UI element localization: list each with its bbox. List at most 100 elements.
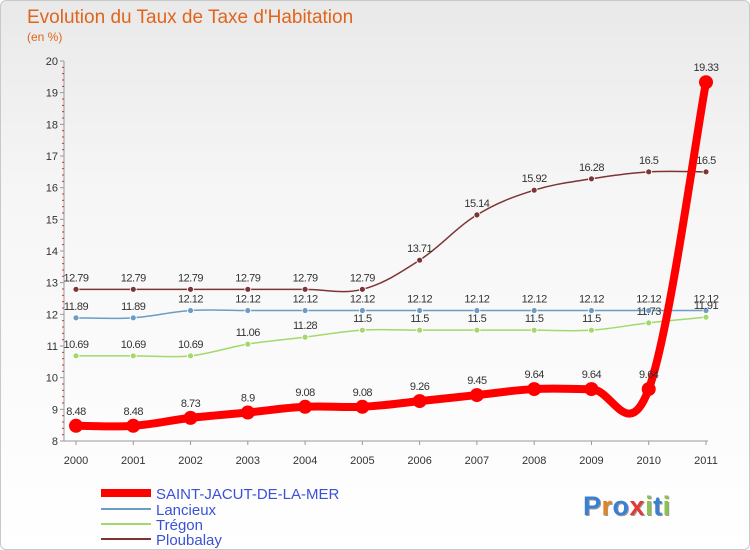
data-point (530, 307, 538, 314)
series-lancieux: 11.89 11.89 12.12 12.12 12.12 12.12 12.12 12.12… (64, 294, 719, 322)
data-label: 11.28 (293, 320, 318, 332)
data-point (187, 352, 194, 360)
data-label: 12.79 (350, 272, 375, 284)
x-tick-label: 2009 (579, 455, 603, 467)
x-tick-label: 2007 (465, 455, 489, 467)
data-point (301, 285, 309, 293)
data-point (129, 314, 137, 322)
legend-item: Trégon (101, 517, 203, 534)
data-label: 9.64 (524, 369, 544, 381)
data-label: 12.79 (63, 272, 88, 284)
data-label: 11.5 (525, 313, 544, 325)
legend-label: Trégon (156, 517, 203, 534)
data-label: 10.69 (63, 339, 88, 351)
data-point (645, 319, 653, 327)
data-label: 12.12 (522, 294, 547, 306)
y-tick-label: 11 (47, 341, 58, 353)
data-point (187, 307, 194, 314)
data-point (702, 168, 710, 176)
legend-item: SAINT-JACUT-DE-LA-MER (101, 486, 340, 503)
y-tick-label: 14 (46, 246, 58, 258)
data-label: 10.69 (178, 339, 203, 351)
data-label: 11.91 (694, 300, 719, 312)
data-label: 13.71 (407, 243, 432, 255)
data-label: 19.33 (693, 62, 718, 74)
x-tick-label: 2011 (694, 455, 718, 467)
data-label: 15.92 (522, 173, 547, 185)
series-line (75, 170, 707, 293)
data-label: 11.73 (637, 306, 662, 318)
logo-letter: i (645, 491, 654, 521)
y-tick-label: 12 (46, 309, 58, 321)
legend: SAINT-JACUT-DE-LA-MERLancieuxTrégonPloub… (101, 486, 340, 549)
data-point (298, 399, 313, 414)
data-point (416, 326, 424, 334)
data-label: 8.48 (124, 406, 144, 418)
series-saint-jacut-de-la-mer: 8.48 8.48 8.73 8.9 9.08 9.08 9.26 9.45 9.64 9.64 9… (66, 62, 719, 433)
legend-item: Lancieux (101, 502, 217, 519)
series-line (75, 309, 707, 320)
data-point (72, 314, 80, 322)
data-label: 8.48 (66, 406, 86, 418)
data-label: 9.64 (582, 369, 602, 381)
data-label: 11.5 (582, 313, 601, 325)
legend-item: Ploubalay (101, 532, 222, 549)
data-point (69, 418, 83, 433)
x-tick-label: 2008 (522, 455, 546, 467)
x-tick-label: 2010 (636, 455, 660, 467)
data-point (358, 307, 366, 314)
chart-subtitle: (en %) (27, 30, 63, 44)
data-point (588, 175, 595, 183)
data-point (72, 285, 80, 293)
data-label: 12.79 (121, 272, 146, 284)
data-point (240, 405, 255, 420)
data-label: 12.12 (407, 294, 432, 306)
y-tick-label: 9 (52, 404, 58, 416)
data-label: 9.26 (410, 381, 430, 393)
legend-label: SAINT-JACUT-DE-LA-MER (156, 486, 340, 503)
data-label: 11.89 (64, 301, 89, 313)
y-tick-label: 16 (46, 183, 58, 195)
x-tick-label: 2006 (407, 455, 431, 467)
data-point (244, 307, 252, 314)
data-point (473, 211, 481, 219)
chart-title: Evolution du Taux de Taxe d'Habitation (27, 7, 354, 28)
data-label: 12.12 (464, 294, 489, 306)
data-point (469, 388, 484, 403)
x-tick-label: 2000 (64, 455, 88, 467)
data-point (530, 326, 538, 334)
y-tick-label: 8 (52, 436, 58, 448)
data-label: 16.28 (579, 162, 604, 174)
data-point (129, 285, 137, 293)
data-point (355, 399, 370, 414)
data-label: 11.5 (468, 313, 487, 325)
data-point (416, 256, 424, 264)
series-line (75, 316, 707, 358)
logo-letter: P (583, 491, 602, 521)
logo-letter: i (662, 491, 671, 521)
data-label: 16.5 (696, 155, 716, 167)
data-label: 9.08 (353, 387, 373, 399)
data-point (641, 382, 656, 397)
legend-label: Ploubalay (156, 532, 222, 549)
data-label: 9.64 (639, 369, 659, 381)
data-point (244, 285, 252, 293)
data-point (412, 394, 427, 409)
data-label: 8.9 (241, 393, 255, 405)
logo-letter: t (653, 491, 663, 521)
data-label: 9.45 (467, 375, 487, 387)
data-point (527, 382, 542, 397)
data-point (588, 326, 595, 334)
data-point (584, 382, 599, 397)
y-tick-label: 18 (46, 119, 58, 131)
y-tick-label: 17 (46, 151, 58, 163)
series-line (72, 78, 710, 431)
data-point (588, 307, 595, 314)
series-ploubalay: 12.79 12.79 12.79 12.79 12.79 12.79 13.71 15.14… (63, 155, 717, 293)
y-tick-label: 10 (46, 373, 58, 385)
legend-label: Lancieux (156, 502, 217, 519)
x-tick-label: 2005 (350, 455, 374, 467)
data-label: 12.12 (178, 294, 203, 306)
